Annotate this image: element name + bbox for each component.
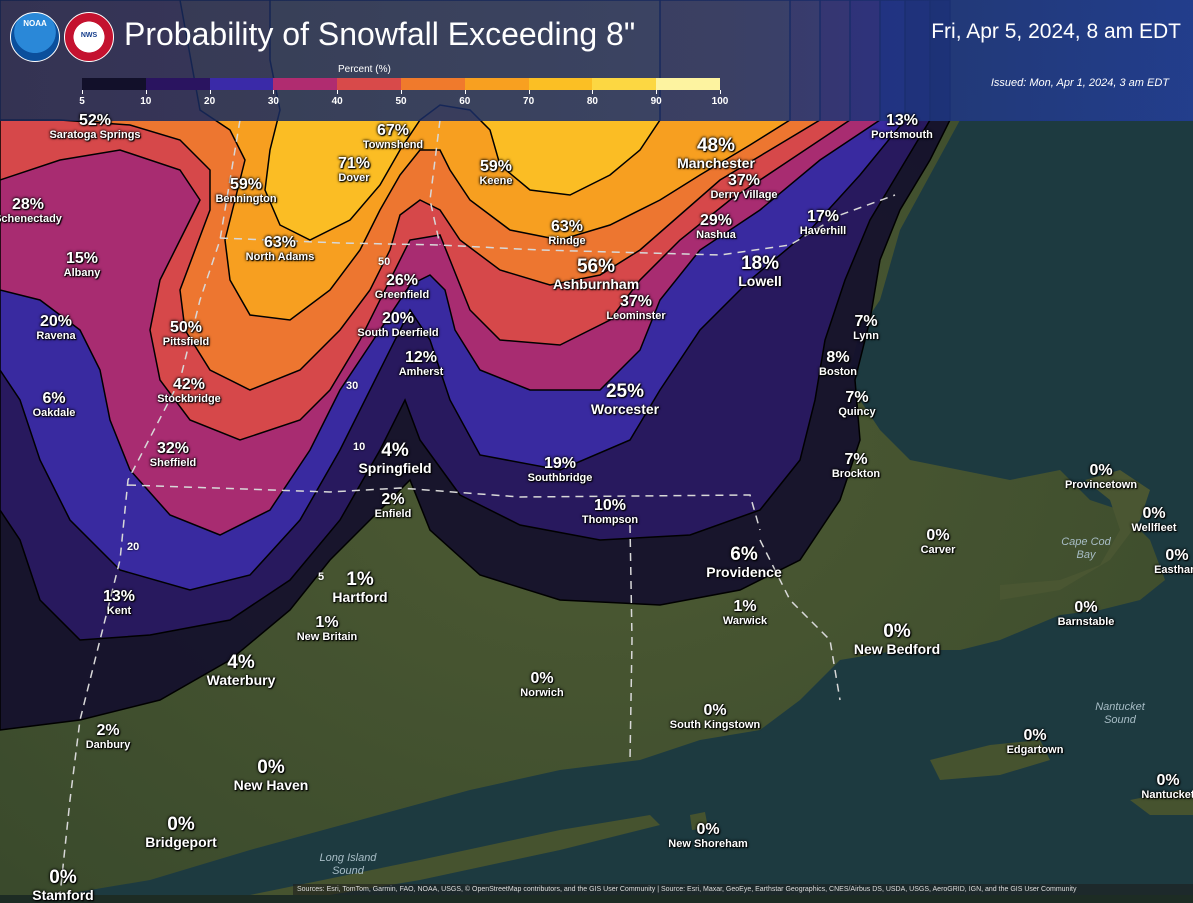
legend-tick-mark: [273, 90, 275, 94]
nantucket-island: [1130, 790, 1193, 815]
legend-swatch: [528, 78, 593, 90]
legend-title: Percent (%): [338, 64, 391, 75]
legend-tick-mark: [209, 90, 211, 94]
long-island: [250, 815, 660, 895]
legend-tick-label: 50: [395, 96, 407, 107]
legend-tick-label: 10: [140, 96, 152, 107]
legend-tick-mark: [145, 90, 147, 94]
contour-label-30: 30: [346, 380, 359, 392]
nws-logo-icon: NWS: [64, 12, 114, 62]
legend-tick-label: 30: [267, 96, 279, 107]
valid-time: Fri, Apr 5, 2024, 8 am EDT: [931, 20, 1181, 43]
contour-label-5: 5: [318, 571, 325, 583]
header-bar: NOAA NWS Probability of Snowfall Exceedi…: [0, 0, 1193, 121]
state-borders: [59, 119, 896, 895]
legend-swatch: [464, 78, 529, 90]
legend-swatch: [145, 78, 210, 90]
legend-tick-label: 90: [650, 96, 662, 107]
noaa-logo-text: NOAA: [23, 19, 47, 28]
legend-tick-label: 60: [459, 96, 471, 107]
legend-tick-mark: [337, 90, 339, 94]
contour-label-50: 50: [378, 256, 391, 268]
legend-tick-mark: [464, 90, 466, 94]
issued-time: Issued: Mon, Apr 1, 2024, 3 am EDT: [990, 77, 1169, 89]
marthas-vineyard: [930, 740, 1050, 780]
legend-swatch: [273, 78, 338, 90]
legend-tick-mark: [592, 90, 594, 94]
legend-tick-label: 40: [331, 96, 343, 107]
legend-tick-mark: [656, 90, 658, 94]
legend-swatch: [209, 78, 274, 90]
legend-tick-mark: [82, 90, 83, 94]
contour-label-10: 10: [353, 441, 366, 453]
map-title: Probability of Snowfall Exceeding 8": [124, 16, 636, 52]
legend-swatch: [82, 78, 146, 90]
legend-swatch: [400, 78, 465, 90]
legend-swatch: [656, 78, 720, 90]
water-label-nantucket-sound: Nantucket Sound: [1095, 701, 1145, 726]
map-attribution: Sources: Esri, TomTom, Garmin, FAO, NOAA…: [293, 884, 1193, 895]
legend-tick-label: 70: [523, 96, 535, 107]
legend-color-bar: [82, 78, 720, 90]
legend-swatch: [337, 78, 401, 90]
nws-logo-text: NWS: [80, 32, 98, 39]
legend-tick-mark: [720, 90, 721, 94]
cape-cod: [1000, 470, 1150, 600]
noaa-logo-icon: NOAA: [10, 12, 60, 62]
legend-tick-mark: [528, 90, 530, 94]
contour-label-20: 20: [127, 541, 140, 553]
water-label-long-island-sound: Long Island Sound: [319, 852, 377, 877]
legend-swatch: [592, 78, 657, 90]
legend-ticks: 5 10 20 30 40 50 60 70 80 90 100: [0, 90, 760, 112]
legend-tick-label: 80: [586, 96, 598, 107]
legend-tick-label: 5: [79, 96, 85, 107]
legend-tick-label: 20: [204, 96, 216, 107]
legend-tick-label: 100: [711, 96, 729, 107]
water-label-cape-cod-bay: Cape Cod Bay: [1061, 536, 1111, 561]
block-island: [690, 812, 708, 830]
legend-tick-mark: [401, 90, 402, 94]
